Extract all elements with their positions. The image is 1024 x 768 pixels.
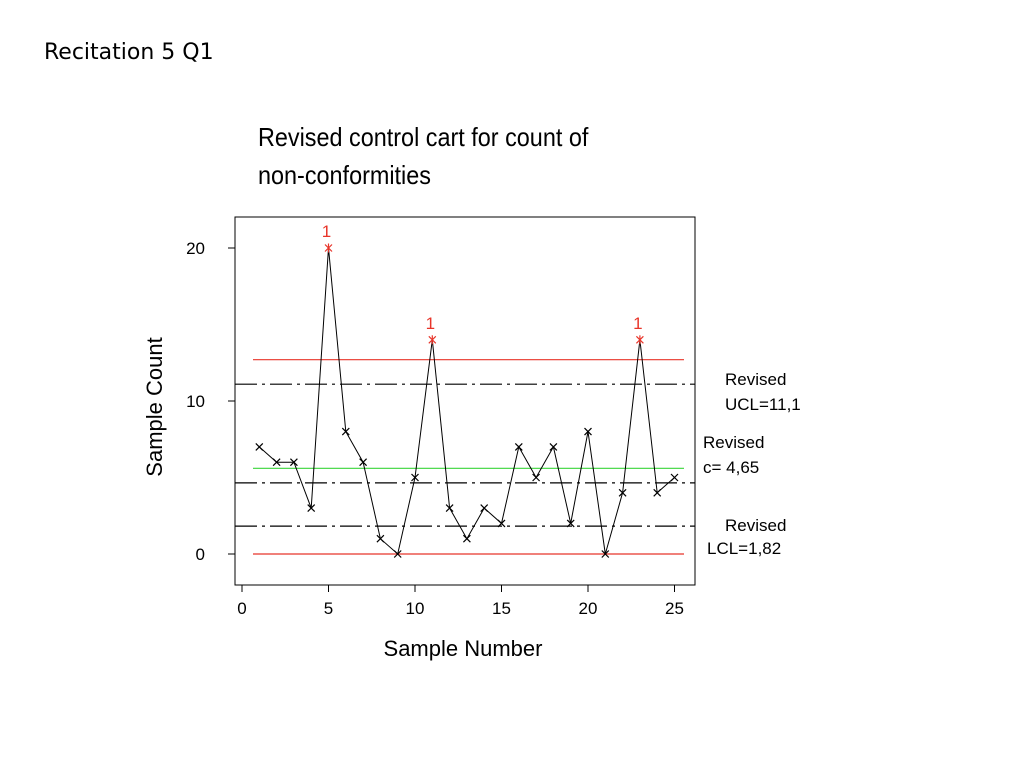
data-point	[618, 488, 627, 497]
y-tick-label: 10	[186, 392, 205, 411]
center-annotation: Revised c= 4,65	[703, 433, 764, 477]
data-point	[532, 473, 541, 482]
data-point-stroke	[376, 534, 385, 543]
limit-lines	[235, 359, 695, 555]
data-point-stroke	[532, 473, 541, 482]
data-point-stroke	[480, 504, 489, 513]
data-point-stroke	[549, 442, 558, 451]
data-point-stroke	[341, 427, 350, 436]
data-point	[462, 534, 471, 543]
data-point	[584, 427, 592, 436]
data-point	[653, 488, 662, 497]
data-point-stroke	[411, 473, 419, 482]
data-point	[428, 335, 437, 345]
data-point-stroke	[601, 550, 610, 558]
lcl-annotation-line-1: Revised	[725, 516, 786, 535]
y-axis-label: Sample Count	[142, 337, 167, 476]
data-point	[480, 504, 489, 513]
ucl-annotation-line-1: Revised	[725, 370, 786, 389]
lcl-annotation-line-2: LCL=1,82	[707, 539, 781, 558]
data-point	[670, 473, 679, 482]
chart-title: Revised control cart for count of non-co…	[258, 118, 636, 194]
data-point	[272, 458, 281, 467]
lcl-annotation: Revised LCL=1,82	[707, 516, 786, 558]
data-point-stroke	[289, 458, 298, 467]
data-point	[514, 442, 523, 451]
x-tick-label: 5	[324, 599, 333, 618]
data-point	[341, 427, 350, 436]
center-annotation-line-2: c= 4,65	[703, 458, 759, 477]
x-axis-label: Sample Number	[384, 636, 543, 661]
y-tick-label: 20	[186, 239, 205, 258]
data-point	[393, 550, 402, 558]
slide-title: Recitation 5 Q1	[44, 40, 214, 65]
plot-frame	[234, 216, 696, 586]
x-tick-label: 15	[492, 599, 511, 618]
data-point	[376, 534, 385, 543]
data-point-stroke	[272, 458, 281, 467]
data-point-stroke	[670, 473, 679, 482]
data-point-stroke	[255, 442, 264, 451]
out-of-control-flags: 1 1 1	[322, 222, 643, 333]
data-point-stroke	[307, 504, 316, 513]
series-line	[258, 247, 675, 555]
data-point-stroke	[584, 427, 592, 436]
data-point-stroke	[497, 519, 506, 528]
data-point	[324, 243, 333, 253]
data-point-stroke	[514, 442, 523, 451]
data-point-stroke	[653, 488, 662, 497]
data-point	[289, 458, 298, 467]
data-point	[255, 442, 264, 451]
x-tick-label: 25	[665, 599, 684, 618]
data-series	[255, 243, 679, 558]
ucl-annotation: Revised UCL=11,1	[725, 370, 801, 414]
data-point-stroke	[359, 458, 368, 467]
data-point-stroke	[393, 550, 402, 558]
chart-title-line-1: Revised control cart for count of	[258, 122, 589, 152]
data-point	[635, 335, 644, 345]
axes: 0 5 10 15 20 25 0 10 20	[186, 239, 684, 618]
data-point	[549, 442, 558, 451]
out-of-control-flag: 1	[322, 222, 331, 241]
y-tick-label: 0	[196, 545, 205, 564]
x-tick-label: 0	[237, 599, 246, 618]
data-point-stroke	[566, 519, 575, 528]
chart-title-line-2: non-conformities	[258, 160, 431, 190]
out-of-control-flag: 1	[426, 314, 435, 333]
data-point	[445, 504, 454, 513]
data-point-stroke	[445, 504, 454, 513]
center-annotation-line-1: Revised	[703, 433, 764, 452]
x-tick-label: 10	[406, 599, 425, 618]
data-point-stroke	[462, 534, 471, 543]
data-point-stroke	[618, 488, 627, 497]
data-point	[566, 519, 575, 528]
data-point	[497, 519, 506, 528]
ucl-annotation-line-2: UCL=11,1	[725, 395, 801, 414]
data-point	[359, 458, 368, 467]
out-of-control-flag: 1	[633, 314, 642, 333]
data-point	[601, 550, 610, 558]
data-point	[411, 473, 419, 482]
x-tick-label: 20	[579, 599, 598, 618]
data-point	[307, 504, 316, 513]
